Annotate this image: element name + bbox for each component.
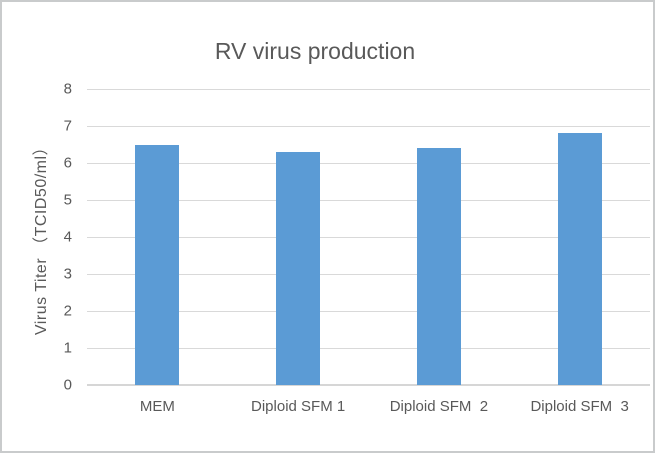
- gridline: [87, 89, 650, 90]
- bar-diploid-sfm-1: [276, 151, 321, 385]
- y-axis-tick-labels: 0 1 2 3 4 5 6 7 8: [2, 82, 72, 393]
- y-tick-label: 0: [63, 376, 72, 394]
- bar-slot: [369, 89, 510, 385]
- bar-mem: [135, 144, 180, 385]
- x-tick-label: Diploid SFM 2: [389, 398, 489, 415]
- gridline: [87, 200, 650, 201]
- y-tick-label: 8: [63, 80, 72, 98]
- y-tick-label: 4: [63, 228, 72, 246]
- x-axis-line: [87, 384, 650, 386]
- x-tick-label: MEM: [139, 398, 175, 415]
- bar-slot: [87, 89, 228, 385]
- gridline: [87, 348, 650, 349]
- x-tick-label: Diploid SFM 1: [251, 398, 346, 415]
- y-tick-label: 1: [63, 339, 72, 357]
- bar-diploid-sfm-3: [557, 133, 602, 385]
- bars: [87, 89, 650, 385]
- gridline: [87, 163, 650, 164]
- x-tick-label: Diploid SFM 3: [530, 398, 629, 415]
- bar-slot: [228, 89, 369, 385]
- y-tick-label: 2: [63, 302, 72, 320]
- x-axis-tick-labels: MEM Diploid SFM 1 Diploid SFM 2 Diploid SFM…: [87, 398, 650, 415]
- y-tick-label: 6: [63, 154, 72, 172]
- gridline: [87, 126, 650, 127]
- gridline: [87, 311, 650, 312]
- y-tick-label: 7: [63, 117, 72, 135]
- y-tick-label: 3: [63, 265, 72, 283]
- y-tick-label: 5: [63, 191, 72, 209]
- chart-title: RV virus production: [214, 38, 416, 64]
- plot-area: [87, 89, 650, 386]
- gridline: [87, 274, 650, 275]
- bar-slot: [509, 89, 650, 385]
- gridline: [87, 237, 650, 238]
- bar-diploid-sfm-2: [416, 148, 461, 385]
